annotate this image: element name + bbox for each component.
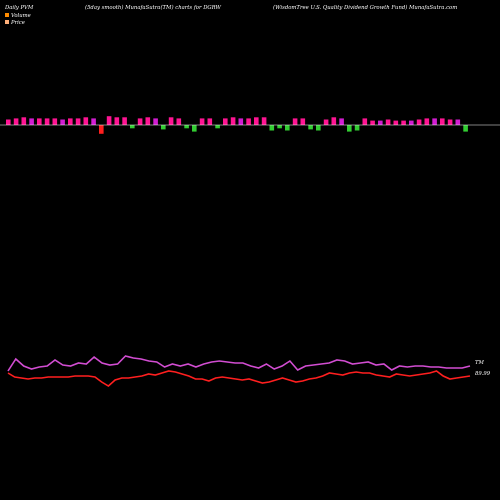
pvm-bar: [199, 118, 205, 125]
pvm-bar: [161, 125, 166, 130]
pvm-bar: [416, 119, 422, 125]
pvm-bar: [238, 118, 244, 125]
pvm-bar: [292, 118, 298, 125]
tm-line: [7, 355, 471, 372]
pvm-bar: [254, 117, 259, 125]
pvm-bar: [91, 118, 96, 125]
pvm-bar: [393, 120, 399, 125]
pvm-bar: [447, 119, 453, 125]
pvm-bar: [316, 125, 321, 131]
legend-label-price: Price: [10, 20, 25, 26]
chart-title-right: (WisdomTree U.S. Quality Dividend Growth…: [273, 4, 457, 11]
legend-label-volume: Volume: [11, 13, 31, 19]
pvm-bar: [354, 125, 360, 131]
pvm-bar: [370, 120, 375, 125]
pvm-bar: [52, 118, 58, 125]
pvm-bar: [285, 125, 290, 131]
pvm-bar: [99, 125, 104, 134]
legend-swatch-price: [5, 20, 9, 24]
pvm-bar: [137, 118, 143, 125]
pvm-bar: [323, 119, 329, 125]
pvm-bar: [223, 118, 228, 125]
pvm-bar: [130, 125, 135, 129]
pvm-bar: [153, 118, 158, 125]
pvm-bar: [308, 125, 313, 130]
pvm-bar: [463, 125, 468, 132]
pvm-bars: [6, 116, 468, 134]
pvm-bar: [440, 118, 445, 125]
pvm-bar: [68, 118, 73, 125]
pvm-bar: [409, 120, 414, 125]
pvm-bar: [246, 118, 251, 125]
pvm-bar: [60, 119, 65, 125]
chart-title-left: Daily PVM: [4, 5, 34, 11]
price-end-label: 89.99: [475, 371, 491, 377]
pvm-bar: [261, 117, 267, 125]
legend: Volume Price: [5, 13, 31, 26]
pvm-bar: [230, 117, 236, 125]
pvm-bar: [424, 118, 430, 125]
pvm-bar: [347, 125, 352, 132]
pvm-bar: [401, 120, 406, 125]
pvm-bar: [122, 117, 127, 125]
pvm-bar: [13, 118, 19, 125]
legend-swatch-volume: [5, 13, 9, 17]
pvm-bar: [331, 117, 337, 125]
pvm-bar: [192, 125, 197, 132]
tm-end-label: TM: [475, 360, 485, 366]
chart-title-middle: (5day smooth) MunafaSutra(TM) charts for…: [85, 4, 222, 11]
pvm-bar: [215, 125, 220, 129]
pvm-bar: [44, 118, 50, 125]
pvm-bar: [145, 117, 151, 125]
pvm-bar: [75, 118, 81, 125]
pvm-bar: [362, 118, 368, 125]
pvm-bar: [277, 125, 282, 129]
pvm-bar: [83, 117, 89, 125]
price-line: [7, 370, 471, 387]
pvm-bar: [269, 125, 275, 131]
pvm-bar: [114, 117, 120, 125]
pvm-bar: [184, 125, 189, 129]
pvm-bar: [339, 118, 344, 125]
pvm-bar: [176, 118, 182, 125]
pvm-bar: [207, 118, 213, 125]
pvm-bar: [378, 120, 383, 125]
pvm-bar: [300, 118, 306, 125]
price-lines: [7, 355, 471, 387]
pvm-bar: [6, 119, 11, 125]
pvm-bar: [21, 117, 27, 125]
pvm-bar: [106, 116, 112, 125]
pvm-bar: [29, 118, 34, 125]
pvm-bar: [37, 118, 42, 125]
pvm-bar: [385, 119, 391, 125]
pvm-bar: [432, 118, 437, 125]
pvm-bar: [455, 119, 461, 125]
pvm-bar: [168, 117, 174, 125]
